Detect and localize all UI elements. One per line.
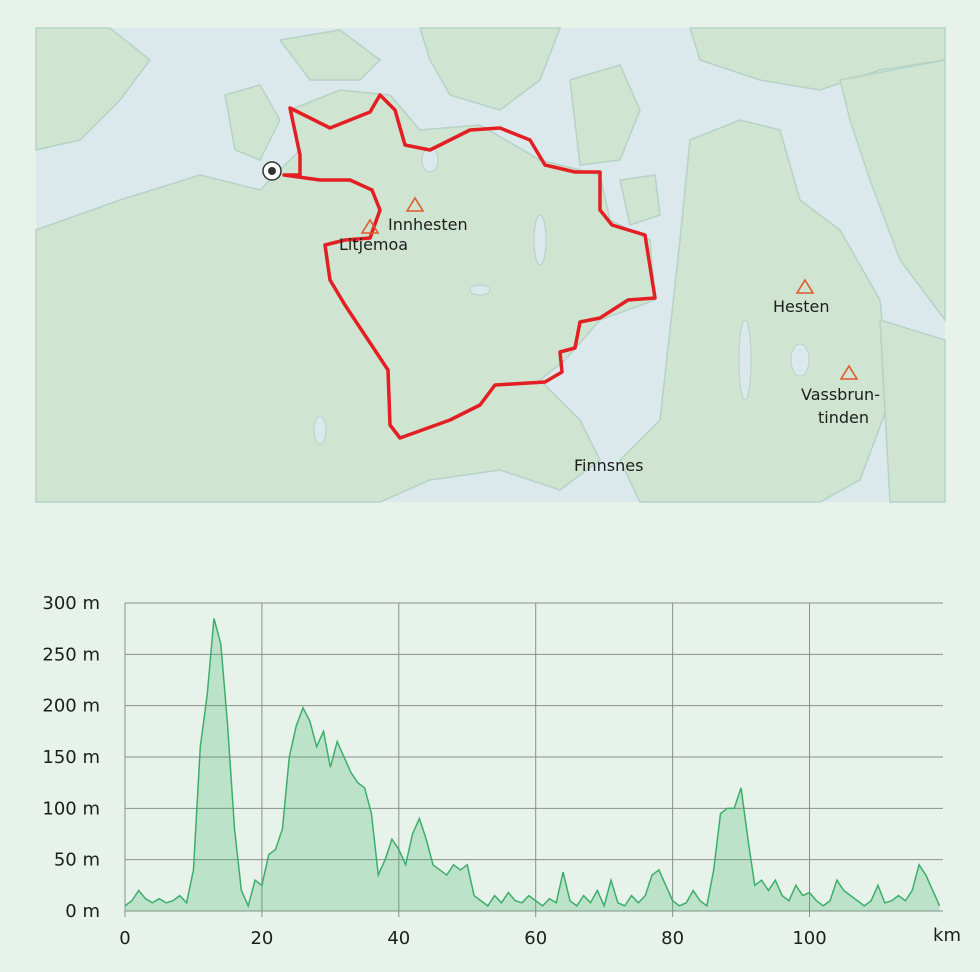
y-tick-label: 200 m	[42, 696, 100, 717]
place-label: Hesten	[773, 297, 829, 316]
x-tick-label: 100	[792, 928, 826, 949]
y-tick-label: 50 m	[54, 850, 100, 871]
x-unit: km	[933, 925, 961, 946]
place-label: Vassbrun-	[801, 385, 880, 404]
y-tick-label: 250 m	[42, 644, 100, 665]
x-tick-label: 0	[119, 928, 130, 949]
land	[35, 27, 946, 503]
x-tick-label: 40	[387, 928, 410, 949]
y-tick-label: 300 m	[42, 593, 100, 614]
y-tick-label: 0 m	[65, 901, 100, 922]
map: Innhesten Litjemoa Hesten Vassbrun- tind…	[35, 27, 946, 503]
lakes	[313, 147, 810, 445]
x-tick-label: 80	[661, 928, 684, 949]
y-tick-label: 100 m	[42, 798, 100, 819]
x-tick-label: 60	[524, 928, 547, 949]
place-label: Innhesten	[388, 215, 468, 234]
x-tick-label: 20	[250, 928, 273, 949]
elevation-chart: 0 m 50 m 100 m 150 m 200 m 250 m 300 m 0 20 40 60 8…	[42, 593, 961, 949]
y-tick-label: 150 m	[42, 747, 100, 768]
start-marker-dot	[268, 167, 276, 175]
route	[282, 93, 657, 440]
peaks	[360, 196, 859, 380]
place-label: Finnsnes	[574, 456, 643, 475]
elevation-line	[124, 618, 941, 909]
place-label: tinden	[818, 408, 869, 427]
area-fill	[125, 618, 940, 911]
place-label: Litjemoa	[339, 235, 408, 254]
